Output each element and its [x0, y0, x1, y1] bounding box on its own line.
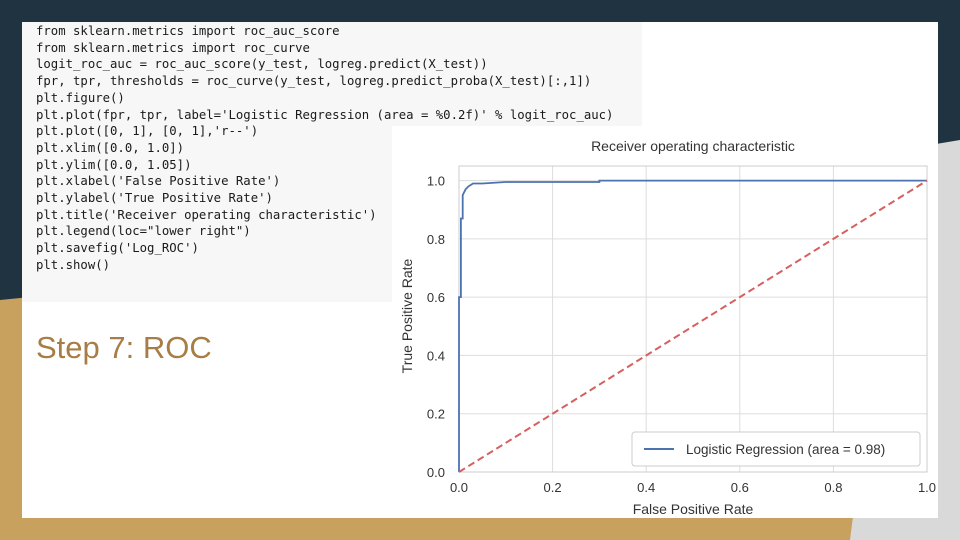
x-tick-label: 0.2 [544, 480, 562, 495]
code-line: plt.xlim([0.0, 1.0]) [36, 140, 185, 155]
code-line: plt.plot([0, 1], [0, 1],'r--') [36, 124, 259, 139]
code-line: plt.title('Receiver operating characteri… [36, 207, 377, 222]
code-line: plt.legend(loc="lower right") [36, 224, 251, 239]
code-line: plt.show() [36, 257, 111, 272]
code-line: plt.xlabel('False Positive Rate') [36, 174, 281, 189]
x-tick-label: 0.6 [731, 480, 749, 495]
y-tick-label: 0.4 [427, 348, 445, 363]
roc-plot-panel: Receiver operating characteristic 0.0 0.2… [392, 126, 938, 518]
legend-label: Logistic Regression (area = 0.98) [686, 442, 885, 457]
code-line: from sklearn.metrics import roc_curve [36, 40, 310, 55]
x-tick-label: 1.0 [918, 480, 936, 495]
y-axis-label: True Positive Rate [399, 258, 415, 373]
y-tick-label: 0.6 [427, 290, 445, 305]
legend-box [631, 431, 921, 467]
x-axis-label: False Positive Rate [633, 501, 754, 517]
chance-line [458, 179, 928, 473]
y-tick-label: 0.2 [427, 407, 445, 422]
x-tick-label: 0.8 [824, 480, 842, 495]
x-tick-label: 0.4 [637, 480, 655, 495]
chart-title: Receiver operating characteristic [591, 138, 795, 154]
roc-chart: Receiver operating characteristic 0.0 0.2… [399, 138, 936, 517]
y-tick-label: 0.0 [427, 465, 445, 480]
code-line: plt.savefig('Log_ROC') [36, 241, 199, 256]
y-tick-label: 1.0 [427, 174, 445, 189]
x-tick-label: 0.0 [450, 480, 468, 495]
code-line: plt.ylim([0.0, 1.05]) [36, 157, 192, 172]
y-tick-label: 0.8 [427, 232, 445, 247]
slide-heading: Step 7: ROC [36, 330, 212, 365]
code-line: logit_roc_auc = roc_auc_score(y_test, lo… [36, 57, 488, 72]
roc-curve-line [458, 179, 927, 472]
code-line: plt.ylabel('True Positive Rate') [36, 191, 273, 205]
plot-area-frame [458, 165, 928, 473]
code-line: fpr, tpr, thresholds = roc_curve(y_test,… [36, 74, 592, 89]
code-line: plt.plot(fpr, tpr, label='Logistic Regre… [36, 107, 614, 122]
code-line: from sklearn.metrics import roc_auc_scor… [36, 24, 340, 38]
legend: Logistic Regression (area = 0.98) [631, 431, 921, 467]
code-line: plt.figure() [36, 90, 125, 105]
